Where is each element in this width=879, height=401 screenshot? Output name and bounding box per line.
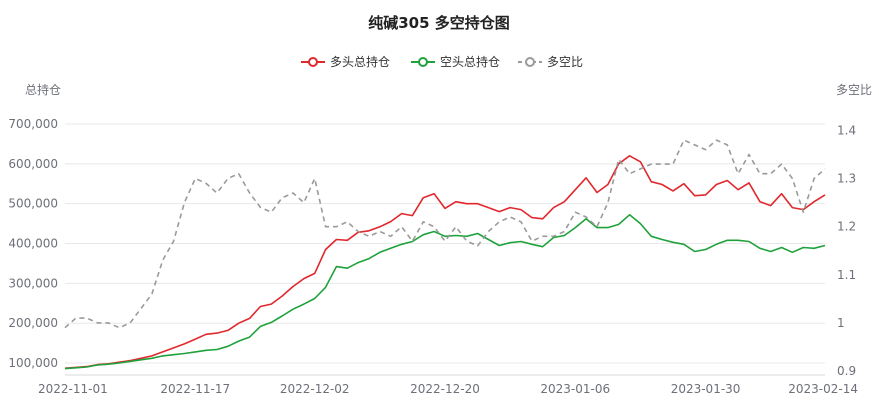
right-tick-label: 1.2 (837, 220, 856, 234)
left-axis-label: 总持仓 (25, 82, 61, 97)
left-tick-label: 600,000 (8, 157, 58, 171)
series-layer[interactable] (64, 139, 826, 370)
series-line-1[interactable] (64, 155, 826, 369)
legend-label: 空头总持仓 (440, 54, 500, 69)
x-tick-label: 2022-11-17 (160, 382, 230, 396)
right-tick-label: 0.9 (837, 364, 856, 378)
left-axis-ticks: 100,000 200,000 300,000 400,000 500,000 600,0… (8, 117, 58, 370)
right-tick-label: 1.1 (837, 268, 856, 282)
legend-item-3[interactable]: 多空比 (518, 55, 583, 69)
left-tick-label: 100,000 (8, 356, 58, 370)
left-tick-label: 400,000 (8, 237, 58, 251)
legend[interactable]: 多头总持仓 空头总持仓 多空比 (301, 54, 583, 69)
series-line-3[interactable] (64, 139, 826, 329)
legend-label: 多头总持仓 (330, 54, 390, 69)
left-tick-label: 300,000 (8, 276, 58, 290)
left-tick-label: 200,000 (8, 316, 58, 330)
x-tick-label: 2023-01-06 (540, 382, 610, 396)
x-tick-label: 2023-01-30 (671, 382, 741, 396)
legend-marker (418, 57, 428, 67)
left-tick-label: 500,000 (8, 197, 58, 211)
legend-item-2[interactable]: 空头总持仓 (411, 54, 500, 69)
legend-item-1[interactable]: 多头总持仓 (301, 54, 390, 69)
series-line-2[interactable] (64, 214, 826, 370)
x-tick-label: 2022-12-02 (280, 382, 350, 396)
gridlines (65, 123, 825, 364)
right-axis-ticks: 0.9 1 1.1 1.2 1.3 1.4 (837, 123, 856, 378)
x-tick-label: 2022-11-01 (38, 382, 108, 396)
legend-marker (308, 57, 318, 67)
right-tick-label: 1 (837, 316, 845, 330)
x-axis: 2022-11-01 2022-11-17 2022-12-02 2022-12-20… (38, 374, 858, 396)
right-tick-label: 1.3 (837, 172, 856, 186)
right-tick-label: 1.4 (837, 123, 856, 137)
legend-label: 多空比 (547, 55, 583, 69)
legend-marker (525, 57, 535, 67)
right-axis-label: 多空比 (836, 83, 872, 97)
left-tick-label: 700,000 (8, 117, 58, 131)
x-tick-label: 2022-12-20 (410, 382, 480, 396)
x-tick-label: 2023-02-14 (788, 382, 858, 396)
chart-title: 纯碱305 多空持仓图 (368, 14, 510, 32)
